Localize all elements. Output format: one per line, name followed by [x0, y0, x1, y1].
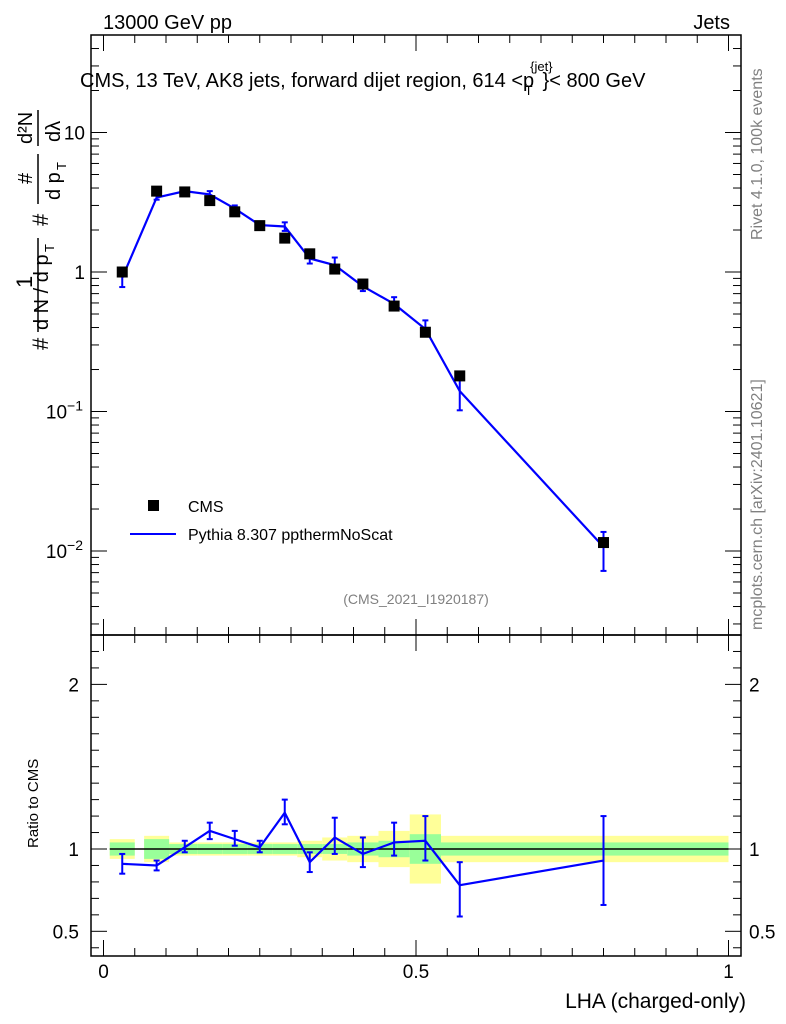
cms-data-point	[254, 220, 266, 232]
ratio-y-tick-label-right: 0.5	[749, 922, 775, 943]
main-y-axis-label: # d N / d p T 1 # d p T # dλ d²N	[12, 110, 69, 350]
cms-data-point	[419, 326, 431, 338]
header-left: 13000 GeV pp	[103, 12, 232, 34]
main-y-tick-label: 10	[64, 124, 85, 145]
x-tick-label: 1	[723, 962, 734, 983]
x-axis-label: LHA (charged-only)	[565, 990, 746, 1013]
svg-text:#: #	[28, 213, 53, 226]
cms-data-point	[454, 370, 466, 382]
cms-data-point	[179, 186, 191, 198]
cms-data-point	[279, 232, 291, 244]
main-y-tick-label: 10−2	[46, 537, 83, 563]
ratio-mc-line	[122, 810, 604, 887]
cms-data-point	[116, 266, 128, 278]
ratio-y-tick-label-right: 1	[749, 840, 760, 861]
cms-data-point	[304, 248, 316, 260]
ratio-y-tick-label: 0.5	[53, 922, 79, 943]
ratio-y-tick-label-right: 2	[749, 675, 760, 696]
main-y-tick-label: 10−1	[46, 398, 83, 424]
cms-data-point	[204, 195, 216, 207]
cms-data-point	[357, 278, 369, 290]
title-sup: {jet}	[530, 59, 553, 74]
svg-text:T: T	[54, 162, 69, 170]
svg-text:T: T	[42, 244, 57, 252]
cms-data-point	[598, 537, 609, 549]
title-sub: T	[525, 83, 533, 98]
side-version: Rivet 4.1.0, 100k events	[749, 68, 766, 240]
main-plot-title: CMS, 13 TeV, AK8 jets, forward dijet reg…	[80, 59, 646, 98]
legend-cms-label: CMS	[188, 499, 224, 516]
main-plot-frame	[90, 34, 742, 636]
ratio-y-axis-label: Ratio to CMS	[25, 759, 42, 848]
svg-text:dλ: dλ	[43, 121, 65, 142]
x-tick-label: 0.5	[403, 962, 429, 983]
main-y-tick-label: 1	[74, 263, 85, 284]
ratio-y-tick-label: 2	[68, 675, 79, 696]
svg-text:d²N: d²N	[15, 112, 37, 144]
legend-cms-marker	[148, 500, 159, 511]
ratio-plot-frame	[90, 634, 742, 957]
side-source: mcplots.cern.ch [arXiv:2401.10621]	[749, 379, 766, 630]
x-tick-label: 0	[98, 962, 109, 983]
title-prefix: CMS, 13 TeV, AK8 jets, forward dijet reg…	[80, 70, 523, 92]
svg-text:d p: d p	[43, 172, 65, 200]
title-suffix: }< 800 GeV	[543, 70, 647, 92]
svg-text:d N / d p: d N / d p	[31, 254, 53, 330]
svg-text:#: #	[28, 337, 53, 350]
cms-data-point	[229, 206, 241, 218]
svg-text:1: 1	[12, 276, 37, 288]
header-right: Jets	[693, 12, 730, 34]
cms-data-point	[329, 263, 341, 275]
title-p: p	[523, 70, 534, 92]
mc-series-line	[121, 190, 605, 548]
cms-data-point	[388, 300, 400, 312]
ratio-y-tick-label: 1	[68, 840, 79, 861]
cms-data-point	[151, 185, 163, 197]
legend-mc-label: Pythia 8.307 ppthermNoScat	[188, 527, 393, 544]
svg-text:#: #	[15, 172, 37, 184]
analysis-id: (CMS_2021_I1920187)	[343, 591, 489, 607]
